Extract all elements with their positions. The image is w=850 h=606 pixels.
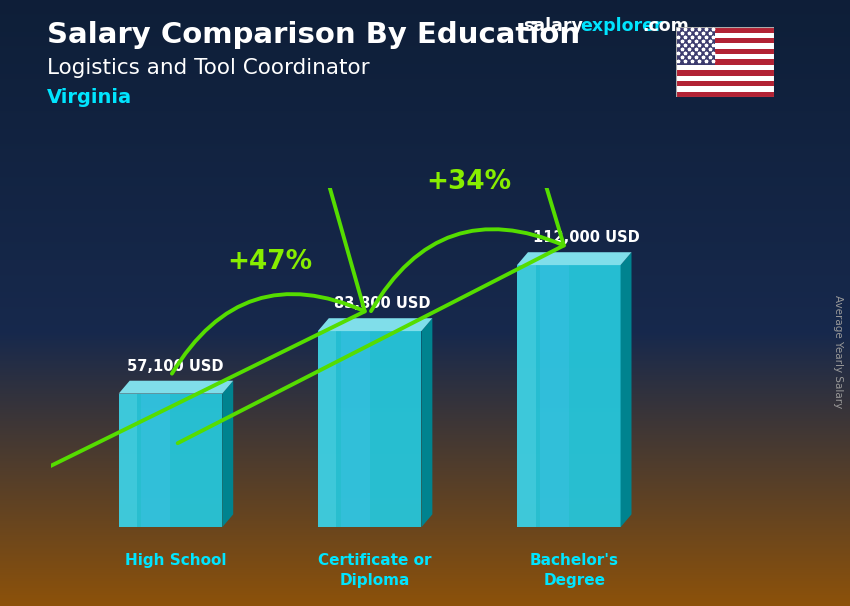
Bar	[318, 331, 337, 527]
Bar	[676, 92, 774, 97]
Bar	[517, 265, 536, 527]
Bar	[676, 86, 774, 92]
Bar	[517, 265, 620, 527]
Bar	[676, 33, 774, 38]
Text: Virginia: Virginia	[47, 88, 132, 107]
Text: +47%: +47%	[228, 249, 313, 275]
Text: 83,800 USD: 83,800 USD	[334, 296, 430, 311]
FancyArrowPatch shape	[178, 0, 564, 443]
Bar	[318, 331, 422, 527]
Bar	[341, 331, 370, 527]
Text: 57,100 USD: 57,100 USD	[127, 359, 224, 374]
Text: 112,000 USD: 112,000 USD	[533, 230, 640, 245]
Bar	[676, 76, 774, 81]
Text: Certificate or
Diploma: Certificate or Diploma	[319, 553, 432, 588]
Bar	[119, 393, 138, 527]
Polygon shape	[517, 252, 632, 265]
Bar	[676, 54, 774, 59]
Text: Average Yearly Salary: Average Yearly Salary	[833, 295, 843, 408]
Bar	[676, 81, 774, 86]
Text: explorer: explorer	[581, 17, 663, 35]
Polygon shape	[422, 318, 433, 527]
Text: Bachelor's
Degree: Bachelor's Degree	[530, 553, 619, 588]
Text: .com: .com	[643, 17, 689, 35]
FancyArrowPatch shape	[0, 0, 365, 503]
Bar	[676, 38, 774, 44]
Text: salary: salary	[523, 17, 582, 35]
Polygon shape	[318, 318, 433, 331]
Bar	[676, 70, 774, 76]
Bar	[141, 393, 171, 527]
Polygon shape	[119, 381, 233, 393]
Bar	[676, 27, 774, 33]
Text: High School: High School	[125, 553, 227, 568]
Bar	[676, 48, 774, 54]
Text: Salary Comparison By Education: Salary Comparison By Education	[47, 21, 580, 49]
Bar	[676, 65, 774, 70]
Bar	[676, 59, 774, 65]
Bar	[676, 27, 715, 65]
Bar	[540, 265, 569, 527]
Text: Logistics and Tool Coordinator: Logistics and Tool Coordinator	[47, 58, 370, 78]
Bar	[119, 393, 222, 527]
Polygon shape	[620, 252, 632, 527]
Bar	[676, 44, 774, 48]
Text: +34%: +34%	[427, 169, 512, 195]
Polygon shape	[222, 381, 233, 527]
